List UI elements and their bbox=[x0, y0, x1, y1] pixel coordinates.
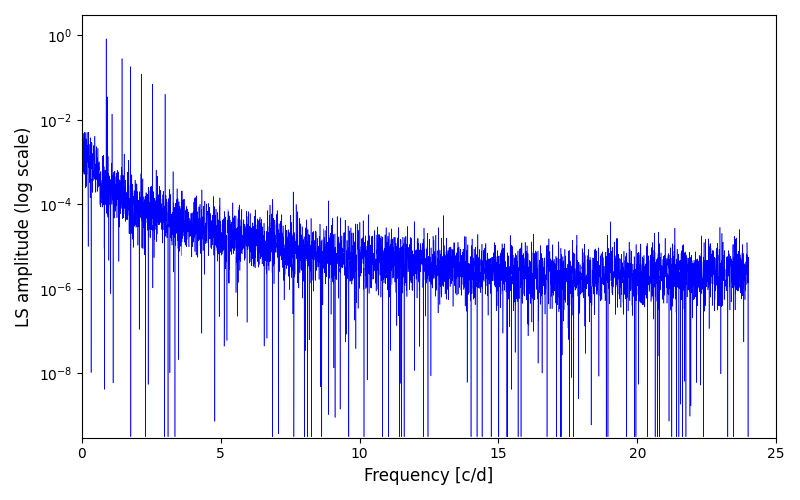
Y-axis label: LS amplitude (log scale): LS amplitude (log scale) bbox=[15, 126, 33, 326]
X-axis label: Frequency [c/d]: Frequency [c/d] bbox=[364, 467, 494, 485]
